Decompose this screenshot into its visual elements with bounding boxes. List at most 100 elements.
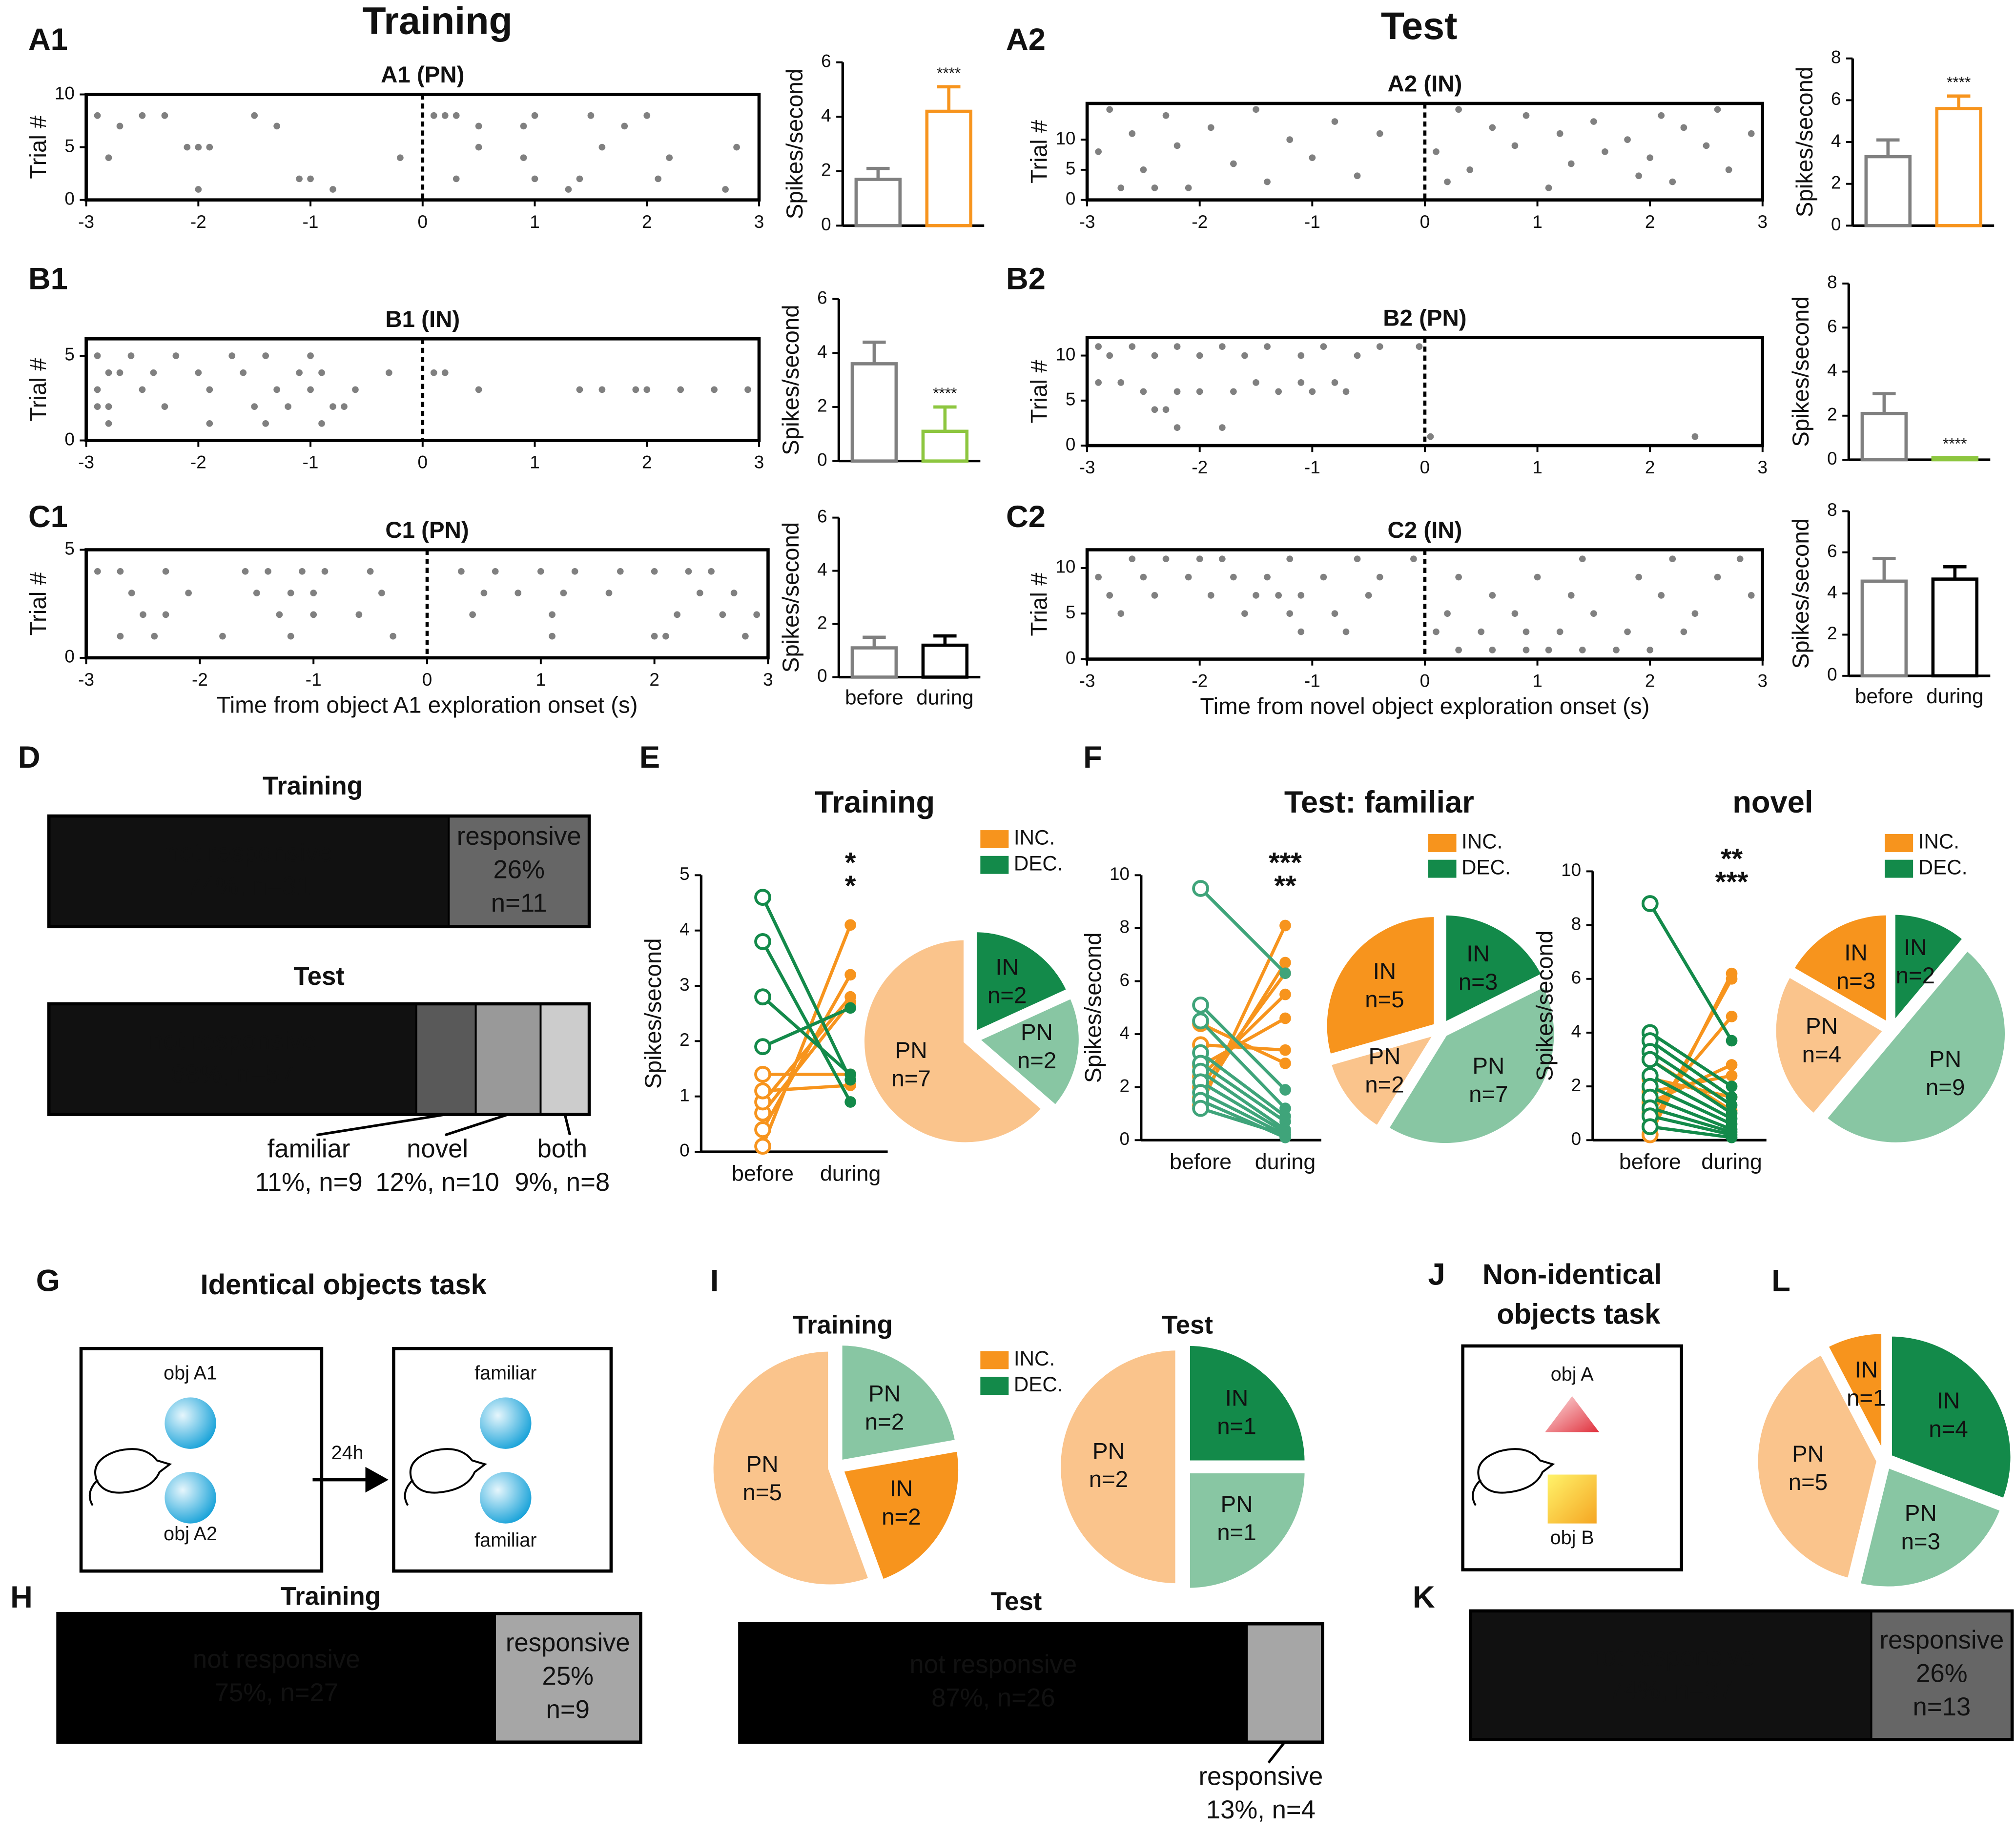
spike <box>1590 118 1597 125</box>
during-point <box>1726 1091 1738 1103</box>
chart-title: Test <box>293 962 344 991</box>
segment-label: responsive <box>506 1628 630 1657</box>
y-tick-label: 6 <box>817 287 827 307</box>
y-axis-label: Spikes/second <box>778 305 804 455</box>
spike <box>1410 555 1417 563</box>
slice-label: n=4 <box>1802 1041 1841 1067</box>
y-axis-label: Spikes/second <box>782 69 808 220</box>
during-point <box>844 919 856 931</box>
spike <box>662 632 669 640</box>
spike <box>1522 112 1530 119</box>
spike <box>1218 555 1226 563</box>
spike <box>1218 343 1226 350</box>
pair-line <box>1649 1114 1732 1137</box>
y-tick-label: 6 <box>1827 316 1837 336</box>
spike <box>1106 106 1113 113</box>
spike <box>172 352 180 359</box>
spike <box>696 590 703 596</box>
spike <box>206 420 213 427</box>
arena <box>392 1346 613 1573</box>
during-point <box>1279 1084 1291 1096</box>
spike <box>1703 142 1710 149</box>
slice-label: n=5 <box>1789 1469 1828 1495</box>
y-axis-label: Trial # <box>1027 120 1052 183</box>
bar <box>1935 107 1982 227</box>
spike <box>441 369 449 376</box>
slice-label: n=3 <box>1459 969 1498 995</box>
bar-segment <box>448 815 591 928</box>
segment-label: 75%, n=27 <box>215 1678 338 1707</box>
pie-slice <box>1824 1330 1885 1455</box>
before-point <box>1641 895 1659 912</box>
panel-label: K <box>1413 1580 1435 1614</box>
object-label: familiar <box>474 1529 536 1551</box>
spike <box>1264 178 1271 185</box>
plot-frame <box>84 337 761 442</box>
plot-title: C1 (PN) <box>385 517 469 543</box>
spike <box>94 352 101 359</box>
panel-label: C1 <box>28 500 68 534</box>
spike <box>711 386 718 393</box>
spike <box>1230 160 1237 167</box>
spike <box>531 175 538 183</box>
spike <box>1286 136 1294 143</box>
bar <box>1931 577 1979 678</box>
spike <box>105 403 112 410</box>
x-tick-label: 1 <box>1532 212 1543 232</box>
slice-label: PN <box>1021 1019 1053 1045</box>
y-tick-label: 4 <box>1571 1021 1582 1041</box>
x-tick-label: during <box>820 1161 881 1185</box>
pair-line <box>1200 1106 1286 1137</box>
x-axis-label: Time from novel object exploration onset… <box>1200 693 1649 719</box>
slice-label: n=1 <box>1217 1520 1256 1546</box>
panel-label: C2 <box>1006 500 1046 534</box>
spike <box>219 632 226 640</box>
spike <box>1354 555 1361 563</box>
pair-line <box>1199 887 1287 975</box>
segment-label: responsive <box>1879 1626 2004 1654</box>
before-point <box>754 889 771 906</box>
pie-slice <box>973 928 1071 1037</box>
spike <box>195 369 202 376</box>
spike <box>296 175 303 183</box>
legend-swatch <box>980 1351 1009 1369</box>
spike <box>1489 592 1496 599</box>
spike <box>1106 352 1113 359</box>
spike <box>1590 610 1597 617</box>
bar-segment <box>48 1002 417 1116</box>
y-tick-label: 2 <box>1827 623 1837 643</box>
diagram-title: Non-identical <box>1482 1259 1662 1290</box>
x-tick-label: -2 <box>1192 457 1208 477</box>
spike <box>287 590 294 596</box>
pair-line <box>1649 1039 1733 1099</box>
segment-label: not responsive <box>1587 1642 1755 1671</box>
spike <box>1365 592 1372 599</box>
spike <box>1635 573 1642 581</box>
column-heading: Training <box>362 0 512 42</box>
spike <box>571 568 578 575</box>
spike <box>1624 136 1631 143</box>
during-point <box>1726 1035 1738 1047</box>
significance: ** <box>1721 844 1743 875</box>
bar <box>921 429 969 463</box>
object-label: familiar <box>474 1362 536 1384</box>
spike <box>744 386 751 393</box>
spike <box>386 369 392 376</box>
x-tick-label: 2 <box>649 670 659 690</box>
y-tick-label: 0 <box>1066 434 1076 454</box>
x-tick-label: 2 <box>1645 212 1655 232</box>
slice-label: PN <box>1905 1500 1937 1526</box>
bar <box>854 178 902 227</box>
x-tick-label: 3 <box>763 670 773 690</box>
spike <box>1522 628 1530 635</box>
y-tick-label: 8 <box>1120 917 1130 937</box>
x-tick-label: -1 <box>303 212 319 232</box>
spike <box>742 632 749 640</box>
spike <box>1433 148 1440 155</box>
segment-label: not responsive <box>165 838 332 867</box>
spike <box>1173 388 1181 395</box>
spike <box>1241 352 1248 359</box>
x-tick-label: 2 <box>642 212 652 232</box>
y-tick-label: 5 <box>64 345 75 365</box>
spike <box>1691 433 1699 440</box>
